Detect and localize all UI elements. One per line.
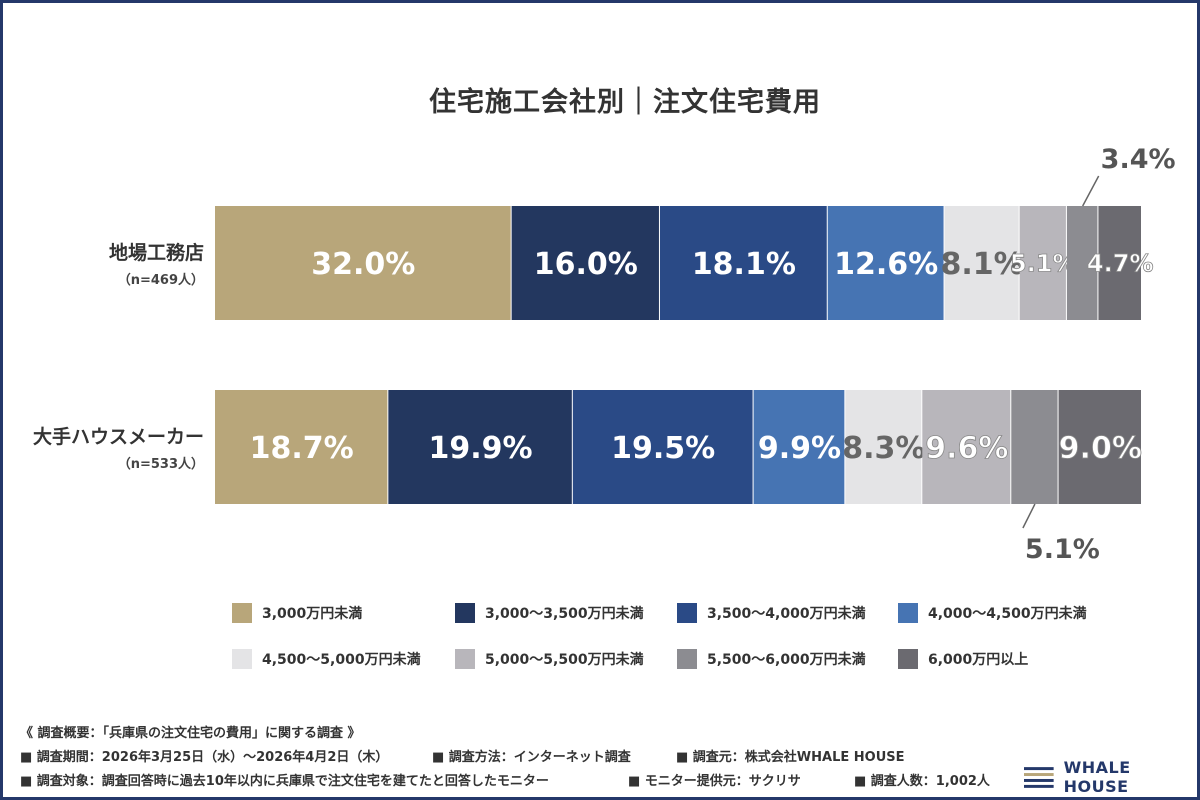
legend-item: 5,000〜5,500万円未満	[455, 647, 644, 671]
legend-label: 3,500〜4,000万円未満	[707, 606, 866, 622]
legend-label: 5,500〜6,000万円未満	[707, 652, 866, 668]
legend-swatch	[898, 649, 918, 669]
notes-target: ■ 調査対象：調査回答時に過去10年以内に兵庫県で注文住宅を建てたと回答したモニ…	[20, 774, 549, 789]
chart-title: 住宅施工会社別｜注文住宅費用	[429, 87, 821, 118]
bar-segment	[1066, 206, 1098, 320]
data-label: 9.6%	[925, 431, 1008, 466]
data-label: 9.9%	[758, 431, 841, 466]
legend-swatch	[677, 649, 697, 669]
data-label: 3.4%	[1101, 144, 1176, 175]
data-label: 32.0%	[311, 247, 415, 282]
data-label: 5.1%	[1025, 534, 1100, 565]
data-label: 19.9%	[429, 431, 533, 466]
bar-segment	[944, 206, 1019, 320]
legend-item: 5,500〜6,000万円未満	[677, 647, 866, 671]
bar-segment	[215, 390, 388, 504]
bar-segment	[1019, 206, 1066, 320]
whale-house-logo-icon	[1024, 767, 1054, 788]
data-label: 8.3%	[842, 431, 925, 466]
category-label: 大手ハウスメーカー	[32, 426, 204, 448]
notes-respondents: ■ 調査人数：1,002人	[854, 774, 990, 789]
bar-segment	[1011, 390, 1058, 504]
legend-label: 5,000〜5,500万円未満	[485, 652, 644, 668]
notes-header: 《 調査概要：「兵庫県の注文住宅の費用」に関する調査 》	[20, 726, 361, 741]
legend-label: 3,000万円未満	[262, 606, 363, 622]
legend-label: 4,000〜4,500万円未満	[928, 606, 1087, 622]
data-label: 18.1%	[692, 247, 796, 282]
data-label: 5.1%	[1010, 250, 1077, 278]
legend-item: 4,000〜4,500万円未満	[898, 601, 1087, 625]
callout-line	[1022, 503, 1036, 529]
notes-method: ■ 調査方法：インターネット調査	[432, 750, 631, 765]
legend-label: 3,000〜3,500万円未満	[485, 606, 644, 622]
data-label: 18.7%	[250, 431, 354, 466]
category-sample-size: （n=469人）	[117, 273, 204, 288]
legend-item: 4,500〜5,000万円未満	[232, 647, 421, 671]
bar-segment	[215, 206, 511, 320]
row-label-major-maker: 大手ハウスメーカー （n=533人）	[33, 422, 204, 472]
legend-item: 3,000万円未満	[232, 601, 362, 625]
category-sample-size: （n=533人）	[117, 457, 204, 472]
legend-swatch	[232, 649, 252, 669]
bar-segment	[1098, 206, 1141, 320]
data-label: 8.1%	[940, 247, 1023, 282]
legend-label: 4,500〜5,000万円未満	[262, 652, 421, 668]
row-label-local-builder: 地場工務店 （n=469人）	[109, 238, 204, 288]
logo-text: WHALE HOUSE	[1063, 758, 1131, 796]
legend-swatch	[677, 603, 697, 623]
whale-house-logo: WHALE HOUSE	[1024, 758, 1200, 796]
data-label: 4.7%	[1087, 250, 1154, 278]
legend-label: 6,000万円以上	[928, 652, 1029, 668]
legend-item: 6,000万円以上	[898, 647, 1028, 671]
notes-provider: ■ モニター提供元：サクリサ	[628, 774, 801, 789]
bar-segment	[827, 206, 944, 320]
bar-segment	[1058, 390, 1141, 504]
data-label: 9.0%	[1059, 431, 1142, 466]
bar-segment	[572, 390, 753, 504]
bar-segment	[511, 206, 659, 320]
category-label: 地場工務店	[108, 242, 204, 264]
notes-source: ■ 調査元：株式会社WHALE HOUSE	[676, 750, 905, 765]
callout-line	[1082, 175, 1100, 207]
data-label: 16.0%	[534, 247, 638, 282]
bar-segment	[753, 390, 845, 504]
legend-swatch	[898, 603, 918, 623]
data-label: 12.6%	[834, 247, 938, 282]
bar-segment	[922, 390, 1011, 504]
bar-segment	[388, 390, 572, 504]
legend-swatch	[455, 649, 475, 669]
legend-item: 3,000〜3,500万円未満	[455, 601, 644, 625]
legend-item: 3,500〜4,000万円未満	[677, 601, 866, 625]
bar-segment	[659, 206, 827, 320]
legend-swatch	[455, 603, 475, 623]
data-label: 19.5%	[611, 431, 715, 466]
legend-swatch	[232, 603, 252, 623]
notes-period: ■ 調査期間：2026年3月25日（水）〜2026年4月2日（木）	[20, 750, 389, 765]
bar-segment	[845, 390, 922, 504]
